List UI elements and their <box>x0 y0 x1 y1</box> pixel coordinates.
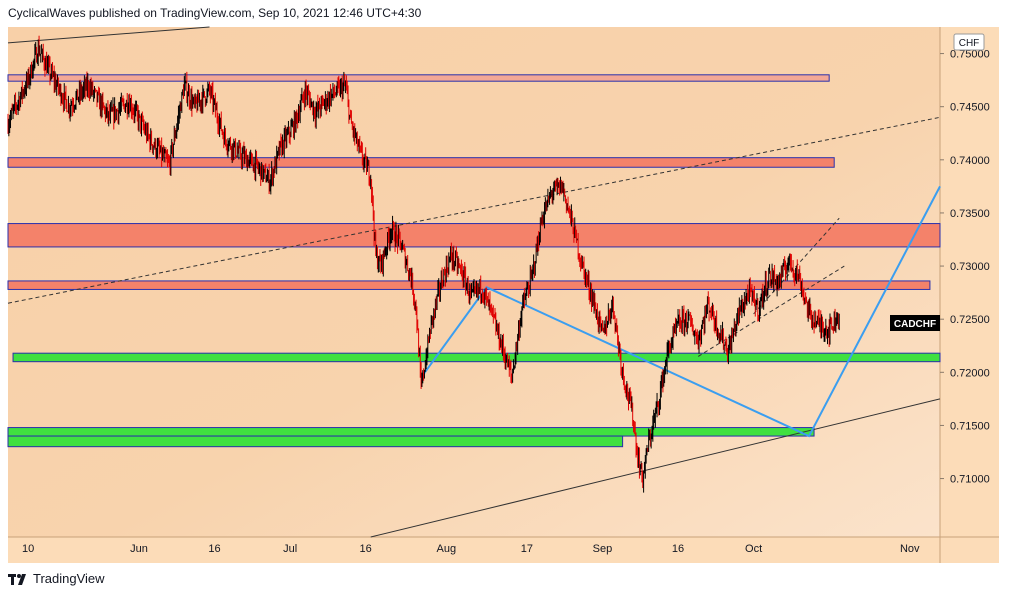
zone-resistance-0733[interactable] <box>7 223 941 248</box>
x-tick-label: 17 <box>521 543 533 555</box>
x-tick-label: Aug <box>437 543 457 555</box>
y-tick-label: 0.74000 <box>950 155 990 167</box>
y-tick-label: 0.71500 <box>950 420 990 432</box>
zone-support-0722[interactable] <box>12 352 941 363</box>
zone-resistance-0740[interactable] <box>7 157 835 168</box>
y-tick-label: 0.73000 <box>950 261 990 273</box>
x-tick-label: 16 <box>208 543 220 555</box>
brand-name: TradingView <box>33 571 105 586</box>
zone-support-0715a[interactable] <box>7 427 815 437</box>
projection-path[interactable] <box>420 185 941 438</box>
y-tick-label: 0.71000 <box>950 474 990 486</box>
x-tick-label: Jun <box>130 543 148 555</box>
x-tick-label: 16 <box>360 543 372 555</box>
x-tick-label: 16 <box>672 543 684 555</box>
time-axis[interactable] <box>8 537 999 563</box>
lower-channel-line[interactable] <box>370 398 941 538</box>
footer-brand[interactable]: TradingView <box>8 571 105 586</box>
zone-resistance-0728[interactable] <box>7 280 931 290</box>
x-tick-label: Jul <box>283 543 297 555</box>
currency-text: CHF <box>959 38 980 49</box>
x-tick-label: Oct <box>745 543 762 555</box>
x-tick-label: Nov <box>900 543 920 555</box>
upper-channel-line[interactable] <box>7 26 210 44</box>
y-tick-label: 0.73500 <box>950 208 990 220</box>
price-axis[interactable] <box>940 27 999 537</box>
zone-resistance-top[interactable] <box>7 74 830 82</box>
y-tick-label: 0.74500 <box>950 102 990 114</box>
tradingview-logo-icon <box>8 573 26 585</box>
zone-support-0715b[interactable] <box>7 435 624 448</box>
x-tick-label: Sep <box>593 543 613 555</box>
y-tick-label: 0.72000 <box>950 367 990 379</box>
x-tick-label: 10 <box>22 543 34 555</box>
currency-label: CHF <box>953 33 985 51</box>
y-tick-label: 0.72500 <box>950 314 990 326</box>
y-tick-label: 0.75000 <box>950 49 990 61</box>
publish-info: CyclicalWaves published on TradingView.c… <box>8 6 422 20</box>
dashed-trend-line[interactable] <box>7 116 941 304</box>
symbol-price-tag: CADCHF <box>890 315 940 331</box>
symbol-price-tag-text: CADCHF <box>894 319 936 330</box>
